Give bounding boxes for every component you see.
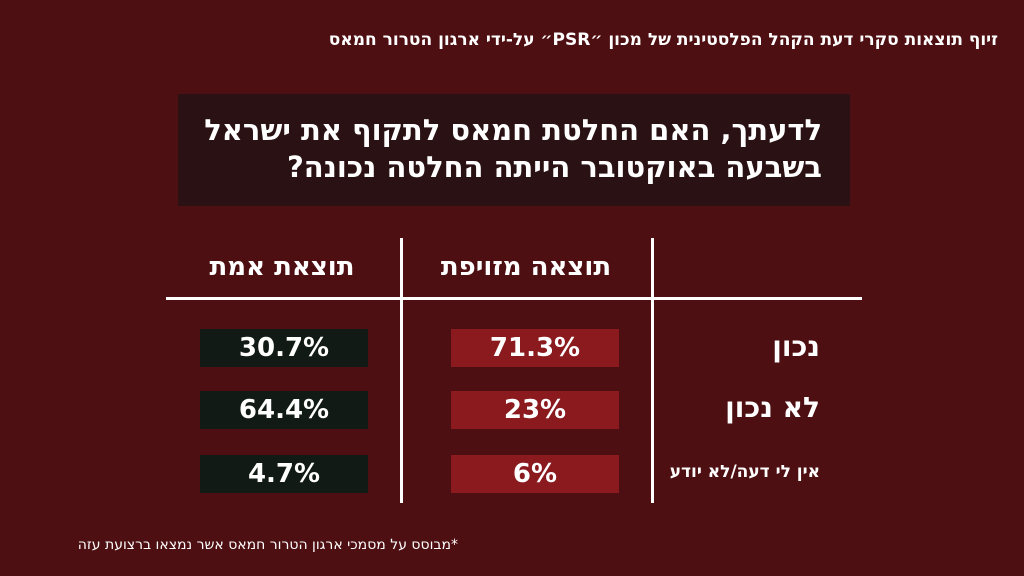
row-label-incorrect: לא נכון xyxy=(725,391,820,424)
page-title: זיוף תוצאות סקרי דעת הקהל הפלסטינית של מ… xyxy=(328,30,998,50)
footnote: *מבוסס על מסמכי ארגון הטרור חמאס אשר נמצ… xyxy=(77,537,458,553)
column-header-fake: תוצאה מזויפת xyxy=(440,252,612,282)
column-divider-right xyxy=(651,238,654,503)
question-line-2: בשבעה באוקטובר הייתה החלטה נכונה? xyxy=(286,150,822,184)
table-header-divider xyxy=(166,297,862,300)
row-label-no-opinion: אין לי דעה/לא יודע xyxy=(669,462,820,482)
real-value-no-opinion: 4.7% xyxy=(200,455,368,493)
real-value-incorrect: 64.4% xyxy=(200,391,368,429)
question-line-1: לדעתך, האם החלטת חמאס לתקוף את ישראל xyxy=(204,113,822,147)
column-divider-left xyxy=(400,238,403,503)
fake-value-correct: 71.3% xyxy=(451,329,619,367)
fake-value-incorrect: 23% xyxy=(451,391,619,429)
real-value-correct: 30.7% xyxy=(200,329,368,367)
question-box: לדעתך, האם החלטת חמאס לתקוף את ישראל בשב… xyxy=(178,94,850,206)
column-header-real: תוצאת אמת xyxy=(209,252,355,282)
fake-value-no-opinion: 6% xyxy=(451,455,619,493)
row-label-correct: נכון xyxy=(772,330,820,363)
